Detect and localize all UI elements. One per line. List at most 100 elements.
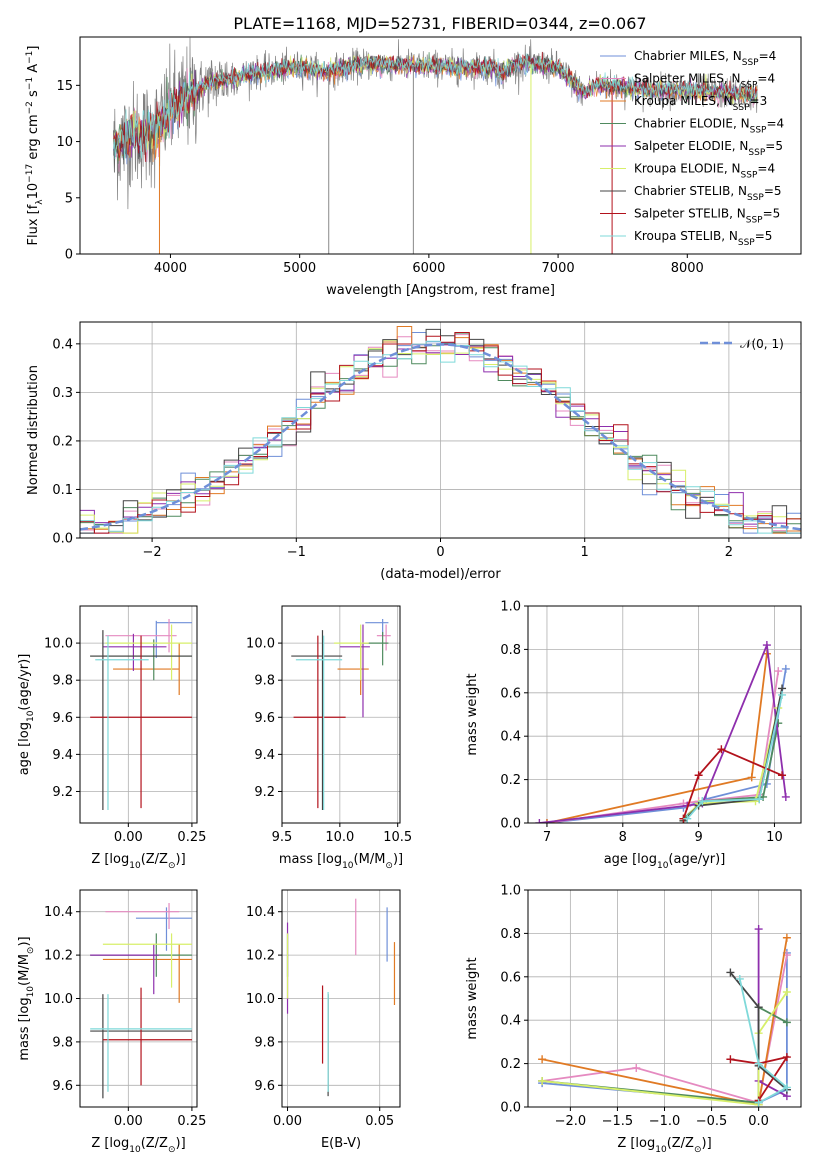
x-axis-label: wavelength [Angstrom, rest frame] [326,283,555,298]
y-axis-label: Flux [fλ10−17 erg cm−2 s−1 A−1] [25,46,45,246]
chart-age_vs_mass: 9.5 10.0 10.5 9.2 9.4 9.6 9.8 10.0 mass [log10(M… [246,605,412,871]
x-axis-label: age [log10(age/yr)] [604,852,726,871]
y-tick-label: 10.0 [44,992,73,1007]
chart-mass_vs_Z: 0.00 0.25 9.6 9.8 10.0 10.2 10.4 Z [log10(Z/Z⊙)… [17,889,206,1155]
y-axis-label: mass weight [465,673,480,755]
weight-marker-8-0 [735,974,744,983]
legend-label-8: Kroupa STELIB, NSSP=5 [634,229,772,248]
y-tick-label: 0.6 [500,686,521,701]
axes-frame [281,605,401,824]
x-tick-label: 0.25 [177,1114,206,1129]
y-tick-label: 10.0 [246,992,275,1007]
y-tick-label: 0.6 [500,970,521,985]
weight-marker-8-2 [755,795,764,804]
weight-marker-7-2 [782,1053,791,1062]
weight-line-8 [738,978,789,1104]
legend-label-2: Kroupa MILES, NSSP=3 [634,94,767,113]
normal-curve [80,343,801,531]
figure-title: PLATE=1168, MJD=52731, FIBERID=0344, z=0… [233,14,646,33]
x-axis-label: Z [log10(Z/Z⊙)] [91,852,185,871]
x-tick-label: 2 [725,545,733,560]
y-tick-label: 9.2 [254,785,275,800]
x-tick-label: 10.5 [383,830,412,845]
weight-marker-8-0 [683,814,692,823]
histogram-7 [80,332,801,538]
y-tick-label: 0.2 [500,773,521,788]
weight-marker-8-3 [778,690,787,699]
weight-marker-2-1 [747,773,756,782]
y-tick-label: 9.4 [254,748,275,763]
y-axis-label: Normed distribution [26,365,41,495]
weight-marker-7-0 [726,1055,735,1064]
x-tick-label: 0 [436,545,444,560]
x-axis-label: Z [log10(Z/Z⊙)] [617,1136,711,1155]
plot-area [291,618,391,811]
chart-weight_vs_Z: −2.0 −1.5 −1.0 −0.5 0.0 0.0 0.2 0.4 0.6 0.8 1.0 Z [… [465,884,802,1155]
x-tick-label: 7 [543,830,551,845]
x-axis-label: (data-model)/error [380,567,501,582]
y-tick-label: 0.4 [52,337,73,352]
y-tick-label: 9.2 [52,785,73,800]
x-tick-label: 6000 [412,261,445,276]
y-tick-label: 10.4 [44,905,73,920]
x-tick-label: 0.05 [365,1114,394,1129]
x-tick-label: 0.00 [114,830,143,845]
legend-label-4: Salpeter ELODIE, NSSP=5 [634,139,783,158]
x-tick-label: 5000 [283,261,316,276]
plot-area [113,37,758,254]
y-tick-label: 5 [65,191,73,206]
y-tick-label: 9.8 [254,674,275,689]
y-tick-label: 10.4 [246,905,275,920]
weight-marker-2-2 [782,933,791,942]
y-tick-label: 0.8 [500,927,521,942]
plot-area [538,925,791,1107]
y-tick-label: 0.2 [52,434,73,449]
weight-line-7 [682,748,783,819]
plot-area [80,326,801,538]
x-tick-label: 0.00 [114,1114,143,1129]
weight-marker-4-3 [762,641,771,650]
x-tick-label: −0.5 [696,1114,728,1129]
y-tick-label: 9.6 [254,711,275,726]
axes-frame [79,36,802,255]
y-tick-label: 0.0 [500,817,521,832]
y-axis-label: mass [log10(M/M⊙)] [17,936,36,1060]
y-tick-label: 0.1 [52,483,73,498]
weight-marker-8-1 [698,797,707,806]
chart-spectrum: Chabrier MILES, NSSP=4 Salpeter MILES, NS… [25,36,802,298]
plot-area [286,898,396,1097]
weight-marker-3-3 [782,1018,791,1027]
y-tick-label: 0.4 [500,1014,521,1029]
y-tick-label: 1.0 [500,600,521,615]
weight-line-8 [686,694,783,820]
weight-marker-5-0 [538,1076,547,1085]
y-tick-label: 0.8 [500,643,521,658]
y-tick-label: 0.3 [52,386,73,401]
y-tick-label: 0 [65,248,73,263]
axes-frame [79,605,198,824]
y-tick-label: 10.0 [246,637,275,652]
weight-marker-5-3 [782,987,791,996]
x-tick-label: −1.0 [649,1114,681,1129]
y-tick-label: 10 [56,135,73,150]
y-axis-label: age [log10(age/yr)] [17,654,36,776]
x-tick-label: 0.0 [748,1114,769,1129]
x-tick-label: 10 [766,830,783,845]
x-tick-label: 1 [581,545,589,560]
weight-line-7 [730,1055,789,1101]
y-tick-label: 9.4 [52,748,73,763]
y-tick-label: 10.0 [44,637,73,652]
y-tick-label: 10.2 [246,949,275,964]
x-tick-label: −1 [287,545,306,560]
x-tick-label: 4000 [154,261,187,276]
x-tick-label: 0.00 [273,1114,302,1129]
y-tick-label: 0.0 [52,532,73,547]
legend-label-7: Salpeter STELIB, NSSP=5 [634,207,780,226]
weight-marker-7-2 [717,745,726,754]
y-tick-label: 9.8 [52,1035,73,1050]
plot-area [535,641,790,823]
y-tick-label: 1.0 [500,884,521,899]
weight-line-1 [541,954,788,1104]
weight-marker-6-0 [726,968,735,977]
